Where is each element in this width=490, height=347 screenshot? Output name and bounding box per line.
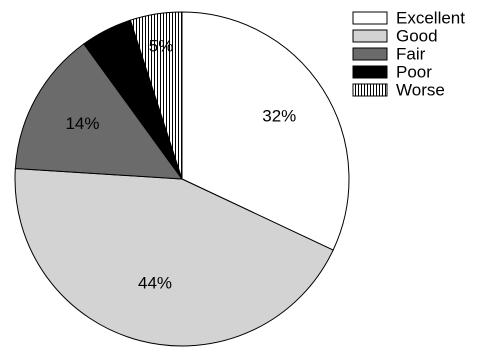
pie-slice-fair xyxy=(14,43,184,180)
pie-slice-label-worse: 5% xyxy=(149,37,174,56)
pie-slice-worse xyxy=(129,11,183,180)
legend-swatch-fair xyxy=(352,47,388,61)
legend-item-worse: Worse xyxy=(352,80,445,99)
pie-slice-labels: 32% 44% 14% 5% 5% xyxy=(65,37,296,293)
legend-label-excellent: Excellent xyxy=(396,8,465,27)
legend-swatch-good xyxy=(352,29,388,43)
legend-item-poor: Poor xyxy=(352,62,432,81)
pie-slices xyxy=(14,11,350,347)
pie-slice-label-fair: 14% xyxy=(65,114,99,133)
legend-swatch-worse xyxy=(352,83,388,97)
legend-label-poor: Poor xyxy=(396,62,432,81)
legend-item-excellent: Excellent xyxy=(352,8,465,27)
pie-slice-excellent xyxy=(181,11,350,251)
pie-slice-label-good: 44% xyxy=(138,274,172,293)
pie-slice-label-excellent: 32% xyxy=(262,107,296,126)
legend-label-fair: Fair xyxy=(396,44,426,63)
legend-label-good: Good xyxy=(396,26,438,45)
legend-item-fair: Fair xyxy=(352,44,426,63)
pie-slice-label-poor: 5% xyxy=(111,52,136,71)
legend-swatch-excellent xyxy=(352,11,388,25)
legend-swatch-poor xyxy=(352,65,388,79)
legend-item-good: Good xyxy=(352,26,438,45)
legend-label-worse: Worse xyxy=(396,80,445,99)
pie-slice-good xyxy=(14,167,334,347)
